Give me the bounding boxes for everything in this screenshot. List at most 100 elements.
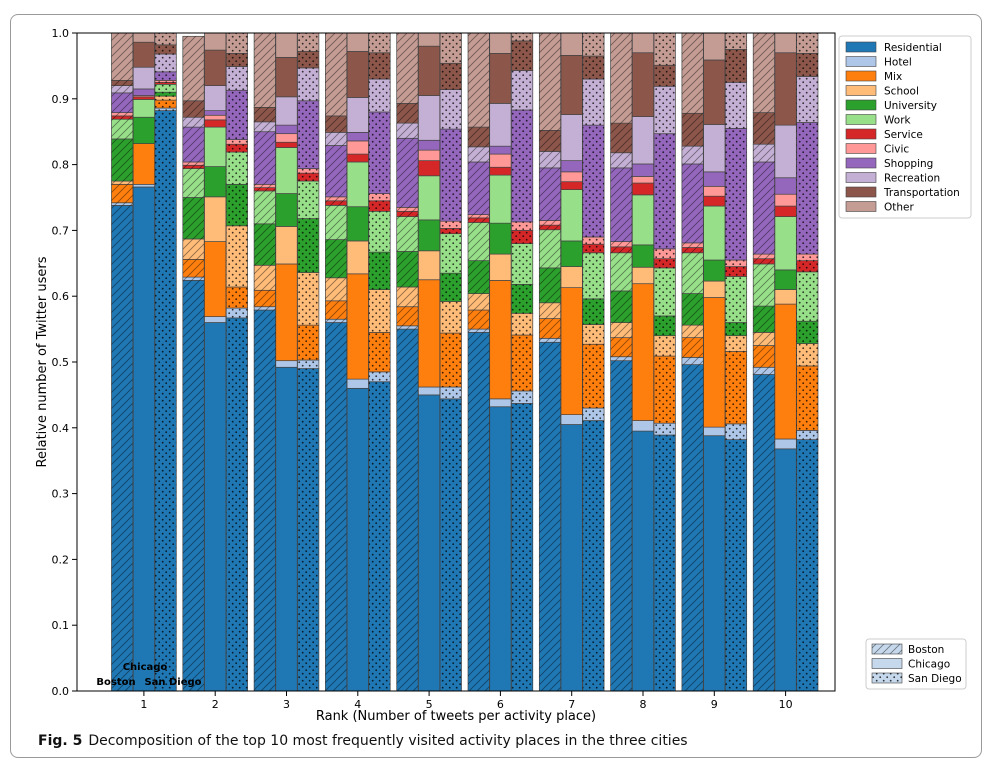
bar-pattern-hotel bbox=[325, 319, 347, 323]
bar-pattern-recreation bbox=[468, 146, 490, 162]
legend-label-work: Work bbox=[884, 115, 912, 127]
bar-segment-hotel bbox=[346, 378, 369, 389]
bar-pattern-mix bbox=[610, 337, 632, 357]
bar-pattern-work bbox=[297, 181, 319, 219]
bar-pattern-civic bbox=[511, 221, 533, 231]
bar-pattern-service bbox=[226, 144, 248, 153]
bar-pattern-civic bbox=[325, 196, 347, 201]
bar-pattern-civic bbox=[681, 242, 704, 248]
bar-segment-transportation bbox=[346, 51, 369, 98]
city-legend-label: Chicago bbox=[908, 659, 950, 671]
bar-pattern-school bbox=[725, 335, 747, 352]
y-tick-label: 1.0 bbox=[52, 27, 70, 40]
bar-segment-civic bbox=[418, 149, 441, 162]
bar-pattern-school bbox=[325, 277, 347, 301]
bar-pattern-hotel bbox=[539, 338, 561, 343]
bar-segment-work bbox=[204, 126, 227, 167]
bar-pattern-service bbox=[468, 217, 490, 223]
bar-pattern-recreation bbox=[582, 79, 605, 126]
bar-pattern-residential bbox=[539, 342, 561, 691]
bar-pattern-school bbox=[753, 332, 775, 346]
figure-frame bbox=[10, 14, 982, 758]
bar-pattern-university bbox=[297, 218, 319, 273]
bar-pattern-hotel bbox=[182, 277, 205, 281]
bar-segment-recreation bbox=[418, 95, 441, 141]
bar-pattern-university bbox=[511, 284, 533, 314]
bar-pattern-university bbox=[182, 197, 205, 239]
bar-pattern-hotel bbox=[154, 108, 177, 111]
x-tick-label: 1 bbox=[140, 698, 147, 711]
city-annotation: San Diego bbox=[144, 677, 201, 688]
legend-label-transportation: Transportation bbox=[883, 187, 960, 199]
bar-pattern-service bbox=[511, 230, 533, 244]
bar-pattern-recreation bbox=[111, 85, 133, 93]
bar-pattern-shopping bbox=[226, 90, 248, 140]
bar-pattern-school bbox=[681, 325, 704, 338]
bar-pattern-university bbox=[154, 92, 177, 97]
bar-segment-hotel bbox=[774, 438, 797, 450]
bar-pattern-transportation bbox=[440, 63, 462, 90]
bar-pattern-hotel bbox=[396, 325, 419, 330]
legend-label-service: Service bbox=[884, 129, 923, 141]
bar-pattern-shopping bbox=[725, 128, 747, 261]
bar-segment-transportation bbox=[418, 45, 441, 96]
bar-pattern-recreation bbox=[654, 86, 676, 134]
bar-segment-civic bbox=[275, 133, 298, 143]
bar-pattern-residential bbox=[254, 310, 276, 691]
legend-swatch-civic bbox=[845, 143, 877, 154]
bar-segment-service bbox=[631, 182, 655, 196]
bar-segment-work bbox=[703, 205, 726, 261]
bar-pattern-university bbox=[725, 322, 747, 336]
bar-segment-service bbox=[418, 160, 441, 177]
bar-segment-mix bbox=[703, 297, 726, 428]
bar-segment-shopping bbox=[774, 177, 797, 195]
legend-swatch-transportation bbox=[845, 186, 877, 198]
bar-pattern-shopping bbox=[254, 131, 276, 185]
bar-segment-work bbox=[418, 175, 441, 221]
bar-pattern-school bbox=[468, 293, 490, 311]
bar-pattern-service bbox=[582, 244, 605, 253]
bar-segment-school bbox=[774, 289, 797, 305]
bar-pattern-service bbox=[681, 247, 704, 253]
bar-pattern-service bbox=[368, 200, 391, 212]
legend-swatch-service bbox=[845, 128, 877, 140]
bar-pattern-service bbox=[796, 260, 818, 272]
legend-swatch-work bbox=[845, 114, 877, 125]
bar-pattern-work bbox=[396, 216, 419, 252]
bar-segment-mix bbox=[560, 287, 583, 415]
bar-pattern-service bbox=[154, 82, 177, 85]
bar-pattern-work bbox=[725, 276, 747, 323]
x-tick-label: 5 bbox=[426, 698, 433, 711]
bar-pattern-recreation bbox=[440, 89, 462, 130]
bar-pattern-residential bbox=[440, 398, 462, 691]
bar-pattern-civic bbox=[254, 184, 276, 188]
bar-pattern-civic bbox=[539, 220, 561, 226]
bar-pattern-service bbox=[111, 115, 133, 120]
bar-segment-other bbox=[418, 32, 441, 47]
bar-pattern-residential bbox=[182, 280, 205, 691]
bar-segment-service bbox=[132, 96, 155, 100]
bar-pattern-mix bbox=[539, 318, 561, 339]
bar-segment-residential bbox=[560, 424, 583, 692]
bar-pattern-transportation bbox=[539, 130, 561, 152]
y-tick-label: 0.6 bbox=[52, 290, 70, 303]
bar-segment-work bbox=[631, 194, 655, 246]
bar-pattern-work bbox=[539, 229, 561, 268]
bar-segment-recreation bbox=[703, 124, 726, 173]
bar-segment-mix bbox=[631, 283, 655, 421]
bar-pattern-other bbox=[681, 33, 704, 114]
bar-pattern-hotel bbox=[440, 387, 462, 399]
bar-segment-other bbox=[703, 32, 726, 61]
bar-segment-civic bbox=[346, 140, 369, 155]
bar-pattern-mix bbox=[582, 344, 605, 409]
bar-pattern-transportation bbox=[154, 44, 177, 55]
legend-label-civic: Civic bbox=[884, 144, 909, 156]
bar-segment-school bbox=[703, 280, 726, 298]
bar-pattern-transportation bbox=[725, 49, 747, 83]
legend-swatch-university bbox=[845, 99, 877, 111]
bar-pattern-school bbox=[182, 238, 205, 260]
bar-segment-mix bbox=[346, 273, 369, 380]
bar-segment-shopping bbox=[275, 124, 298, 135]
bar-segment-recreation bbox=[346, 97, 369, 133]
bar-pattern-school bbox=[154, 96, 177, 101]
